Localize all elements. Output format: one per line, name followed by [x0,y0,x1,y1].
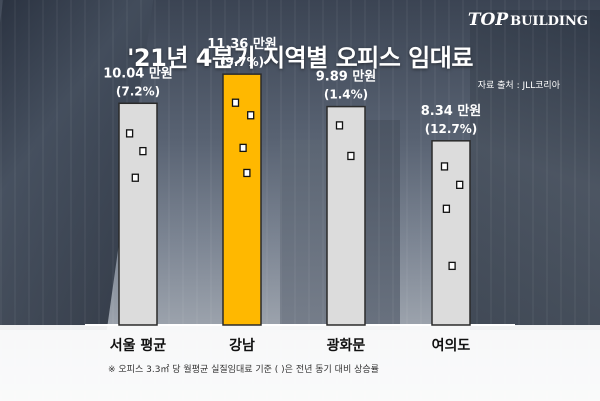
bar-3-window-2 [347,151,355,161]
bar-1-window-1 [125,129,134,138]
logo-text-top: TOP [467,10,509,30]
background-building-center-2 [360,120,400,330]
growth-label-2: (9.7%) [220,55,264,69]
value-label-3: 9.89 만원 [316,69,377,85]
bar-4-window-4 [448,261,456,271]
bar-2-window-1 [231,98,240,107]
value-label-4: 8.34 만원 [421,103,482,119]
topbuilding-logo: TOP BUILDING [468,10,588,30]
value-label-1: 10.04 만원 [103,65,173,81]
value-label-2: 11.36 만원 [207,36,277,52]
bar-4-window-2 [456,180,464,189]
category-label-1: 서울 평균 [110,337,167,354]
bar-1 [118,102,158,326]
bar-3-window-1 [335,121,344,130]
label-band [0,325,600,401]
category-label-3: 광화문 [327,337,366,354]
bar-4-window-3 [442,204,451,213]
category-label-2: 강남 [229,337,255,354]
bar-3 [326,105,366,326]
chart-title: '21년 4분기 지역별 오피스 임대료 [127,44,473,72]
growth-label-1: (7.2%) [116,84,160,98]
bar-2-window-2 [247,111,255,120]
bar-2 [222,73,262,326]
source-credit: 자료 출처 : JLL코리아 [477,81,560,91]
bar-1-window-2 [139,146,147,156]
bar-4-window-1 [440,162,449,171]
bar-2-window-4 [243,168,251,178]
bar-2-window-3 [239,143,247,153]
background-building-right [470,10,600,330]
growth-label-4: (12.7%) [425,122,478,136]
logo-text-building: BUILDING [510,14,588,29]
growth-label-3: (1.4%) [324,88,368,102]
category-label-4: 여의도 [432,337,471,354]
bar-4 [431,140,471,326]
footnote: ※ 오피스 3.3㎡ 당 월평균 실질임대료 기준 ( )은 전년 동기 대비 … [108,365,379,375]
bar-1-window-3 [131,173,139,182]
